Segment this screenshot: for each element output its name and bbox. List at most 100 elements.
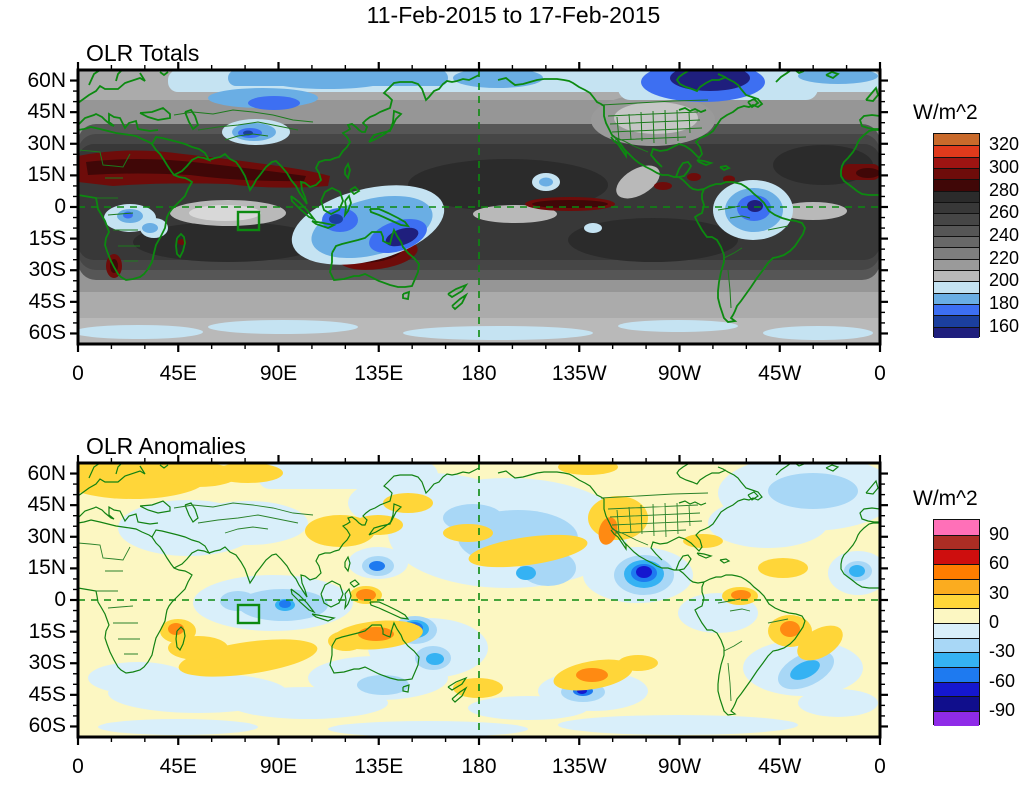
- y-axis-tick-label: 60N: [27, 461, 66, 485]
- colorbar-tick-label: 220: [989, 247, 1020, 268]
- region-of-interest-box: [236, 210, 261, 232]
- x-axis-tick-label: 135E: [354, 362, 404, 385]
- colorbar-segment: [934, 667, 979, 682]
- colorbar-units-totals: W/m^2: [913, 101, 978, 124]
- y-axis-tick-label: 30S: [28, 258, 66, 282]
- colorbar-segment: [934, 637, 979, 653]
- colorbar-tick-label: 300: [989, 157, 1020, 177]
- colorbar-segment: [934, 315, 979, 327]
- colorbar-segment: [934, 711, 979, 726]
- colorbar-tick-label: -90: [989, 700, 1016, 721]
- x-axis-tick-label: 180: [461, 362, 497, 385]
- colorbar-tick-label: 180: [989, 293, 1020, 313]
- y-axis-tick-label: 15N: [27, 556, 66, 580]
- y-axis-tick-label: 30N: [27, 524, 66, 548]
- x-axis-tick-label: 45E: [159, 755, 197, 778]
- colorbar-segment: [934, 224, 979, 236]
- colorbar-segment: [934, 564, 979, 579]
- colorbar-segment: [934, 281, 979, 293]
- colorbar-tick-label: 60: [989, 553, 1010, 574]
- y-axis-tick-label: 45S: [28, 289, 66, 313]
- olr-anomalies-map: [70, 455, 888, 745]
- colorbar-tick-label: 260: [989, 202, 1020, 223]
- panel-title-anomalies: OLR Anomalies: [86, 433, 246, 459]
- colorbar-segment: [934, 652, 979, 668]
- figure-title: 11-Feb-2015 to 17-Feb-2015: [366, 2, 661, 28]
- colorbar-segment: [934, 681, 979, 697]
- y-axis-tick-label: 15S: [28, 619, 66, 643]
- colorbar-tick-label: 0: [989, 612, 1000, 632]
- colorbar-tick-label: 280: [989, 179, 1020, 200]
- colorbar-segment: [934, 549, 979, 565]
- x-axis-tick-label: 180: [461, 755, 497, 778]
- y-axis-tick-label: 45N: [27, 100, 66, 124]
- map-frame: [76, 461, 882, 739]
- colorbar-tick-label: -30: [989, 641, 1016, 662]
- y-axis-tick-label: 0: [54, 588, 66, 611]
- y-axis-tick-label: 45S: [28, 682, 66, 706]
- colorbar-totals: [933, 133, 980, 338]
- x-axis-tick-label: 45E: [159, 362, 197, 385]
- colorbar-segment: [934, 179, 979, 191]
- colorbar-segment: [934, 578, 979, 594]
- colorbar-tick-label: 30: [989, 582, 1010, 603]
- x-axis-tick-label: 90E: [259, 755, 298, 778]
- olr-totals-map: [70, 62, 888, 352]
- colorbar-segment: [934, 167, 979, 180]
- colorbar-segment: [934, 534, 979, 550]
- panel-title-totals: OLR Totals: [86, 40, 200, 66]
- y-axis-tick-label: 0: [54, 195, 66, 218]
- colorbar-tick-label: 90: [989, 523, 1010, 544]
- colorbar-segment: [934, 235, 979, 248]
- colorbar-segment: [934, 134, 979, 146]
- map-frame: [76, 68, 882, 346]
- y-axis-tick-label: 15S: [28, 226, 66, 250]
- y-axis-tick-label: 60S: [28, 321, 66, 345]
- x-axis-tick-label: 135W: [551, 362, 607, 385]
- colorbar-segment: [934, 201, 979, 214]
- x-axis-tick-label: 45W: [758, 362, 802, 385]
- y-axis-tick-label: 60N: [27, 68, 66, 92]
- x-axis-tick-label: 0: [874, 755, 886, 778]
- colorbar-anomalies: [933, 519, 980, 726]
- colorbar-units-anomalies: W/m^2: [913, 487, 978, 510]
- x-axis-tick-label: 90W: [657, 755, 702, 778]
- x-axis-tick-label: 90E: [259, 362, 298, 385]
- y-axis-tick-label: 15N: [27, 163, 66, 187]
- colorbar-segment: [934, 593, 979, 609]
- colorbar-segment: [934, 520, 979, 535]
- y-axis-tick-label: 30N: [27, 131, 66, 155]
- colorbar-segment: [934, 696, 979, 712]
- x-axis-tick-label: 0: [72, 362, 84, 385]
- colorbar-segment: [934, 292, 979, 304]
- y-axis-tick-label: 60S: [28, 714, 66, 738]
- olr-totals-map-fill: [78, 70, 880, 344]
- x-axis-tick-label: 45W: [758, 755, 802, 778]
- colorbar-segment: [934, 258, 979, 270]
- colorbar-segment: [934, 156, 979, 168]
- colorbar-segment: [934, 608, 979, 623]
- colorbar-segment: [934, 622, 979, 638]
- colorbar-segment: [934, 269, 979, 282]
- colorbar-tick-label: 160: [989, 315, 1020, 336]
- y-axis-tick-label: 45N: [27, 493, 66, 517]
- colorbar-segment: [934, 326, 979, 338]
- colorbar-segment: [934, 247, 979, 259]
- x-axis-tick-label: 135E: [354, 755, 404, 778]
- olr-anomalies-map-fill: [78, 463, 880, 737]
- x-axis-tick-label: 135W: [551, 755, 607, 778]
- x-axis-tick-label: 0: [72, 755, 84, 778]
- colorbar-segment: [934, 145, 979, 157]
- colorbar-segment: [934, 190, 979, 202]
- colorbar-segment: [934, 303, 979, 316]
- colorbar-tick-label: 320: [989, 134, 1020, 155]
- y-axis-tick-label: 30S: [28, 651, 66, 675]
- colorbar-tick-label: 240: [989, 225, 1020, 245]
- colorbar-tick-label: -60: [989, 670, 1016, 691]
- colorbar-tick-label: 200: [989, 270, 1020, 291]
- region-of-interest-box: [236, 603, 261, 625]
- x-axis-tick-label: 90W: [657, 362, 702, 385]
- colorbar-segment: [934, 213, 979, 225]
- x-axis-tick-label: 0: [874, 362, 886, 385]
